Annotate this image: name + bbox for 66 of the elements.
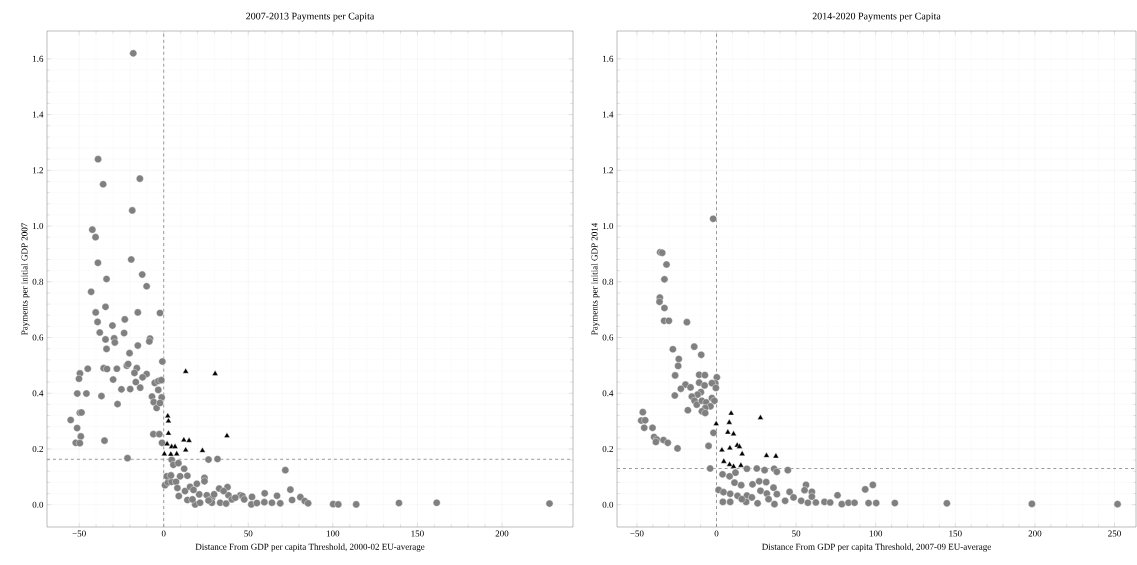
point xyxy=(726,418,733,425)
x-axis-title: Distance From GDP per capita Threshold, 2007-09 EU-average xyxy=(762,543,991,552)
x-tick-label: 200 xyxy=(1028,530,1042,537)
point xyxy=(739,450,746,456)
y-tick-label: 0.6 xyxy=(32,334,44,341)
point xyxy=(180,436,187,442)
y-tick-label: 0.4 xyxy=(32,390,44,397)
x-tick-label: 200 xyxy=(495,530,509,537)
point xyxy=(173,450,180,456)
point xyxy=(724,428,731,435)
y-tick-label: 0.0 xyxy=(32,501,44,508)
y-tick-label: 1.0 xyxy=(33,223,44,230)
y-axis-title: Payments per initial GDP 2014 xyxy=(591,222,600,335)
y-tick-label: 1.4 xyxy=(603,111,614,118)
point xyxy=(165,429,172,436)
y-tick-label: 0.2 xyxy=(602,445,613,453)
chart-title: 2014-2020 Payments per Capita xyxy=(812,12,941,22)
x-axis-title: Distance From GDP per capita Threshold, 2000-02 EU-average xyxy=(195,543,425,552)
y-tick-label: 0.8 xyxy=(602,278,614,285)
point xyxy=(713,420,720,426)
y-tick-label: 0.8 xyxy=(32,278,44,285)
point xyxy=(737,461,745,468)
point xyxy=(161,450,168,456)
y-tick-label: 0.6 xyxy=(602,334,614,341)
point xyxy=(199,447,206,453)
point xyxy=(720,457,727,464)
y-tick-label: 1.6 xyxy=(603,55,614,62)
y-tick-label: 1.4 xyxy=(33,111,44,118)
point xyxy=(763,452,770,458)
y-tick-label: 1.2 xyxy=(33,167,43,174)
point xyxy=(182,446,189,452)
point xyxy=(728,409,735,416)
point xyxy=(167,450,174,457)
x-tick-label: −50 xyxy=(72,530,86,537)
point xyxy=(165,417,172,424)
x-tick-label: 150 xyxy=(411,530,424,537)
point xyxy=(718,446,726,452)
point xyxy=(730,430,737,436)
y-tick-label: 1.0 xyxy=(603,223,614,230)
point xyxy=(171,443,179,449)
y-tick-label: 1.6 xyxy=(33,55,44,62)
point xyxy=(730,462,737,469)
y-tick-label: 0.0 xyxy=(602,501,614,508)
x-tick-label: 50 xyxy=(244,530,253,537)
x-tick-label: 100 xyxy=(326,530,340,537)
point xyxy=(164,412,171,418)
point xyxy=(185,437,193,443)
y-axis-title: Payments per initial GDP 2007 xyxy=(21,223,30,335)
x-tick-label: 0 xyxy=(161,530,166,537)
chart-title: 2007-2013 Payments per Capita xyxy=(246,12,375,22)
x-tick-label: 250 xyxy=(1108,530,1121,537)
point xyxy=(757,414,764,420)
point xyxy=(223,432,231,438)
x-tick-label: 50 xyxy=(792,530,801,537)
point xyxy=(726,444,734,451)
x-tick-label: 150 xyxy=(949,530,962,537)
x-tick-label: 0 xyxy=(714,530,719,537)
y-tick-label: 1.2 xyxy=(603,167,613,174)
point xyxy=(211,370,219,376)
y-tick-label: 0.4 xyxy=(602,390,614,397)
y-tick-label: 0.2 xyxy=(32,445,43,453)
x-tick-label: 100 xyxy=(869,530,883,537)
point xyxy=(163,440,171,446)
point xyxy=(772,452,780,459)
x-tick-label: −50 xyxy=(630,530,644,537)
point xyxy=(182,367,189,374)
